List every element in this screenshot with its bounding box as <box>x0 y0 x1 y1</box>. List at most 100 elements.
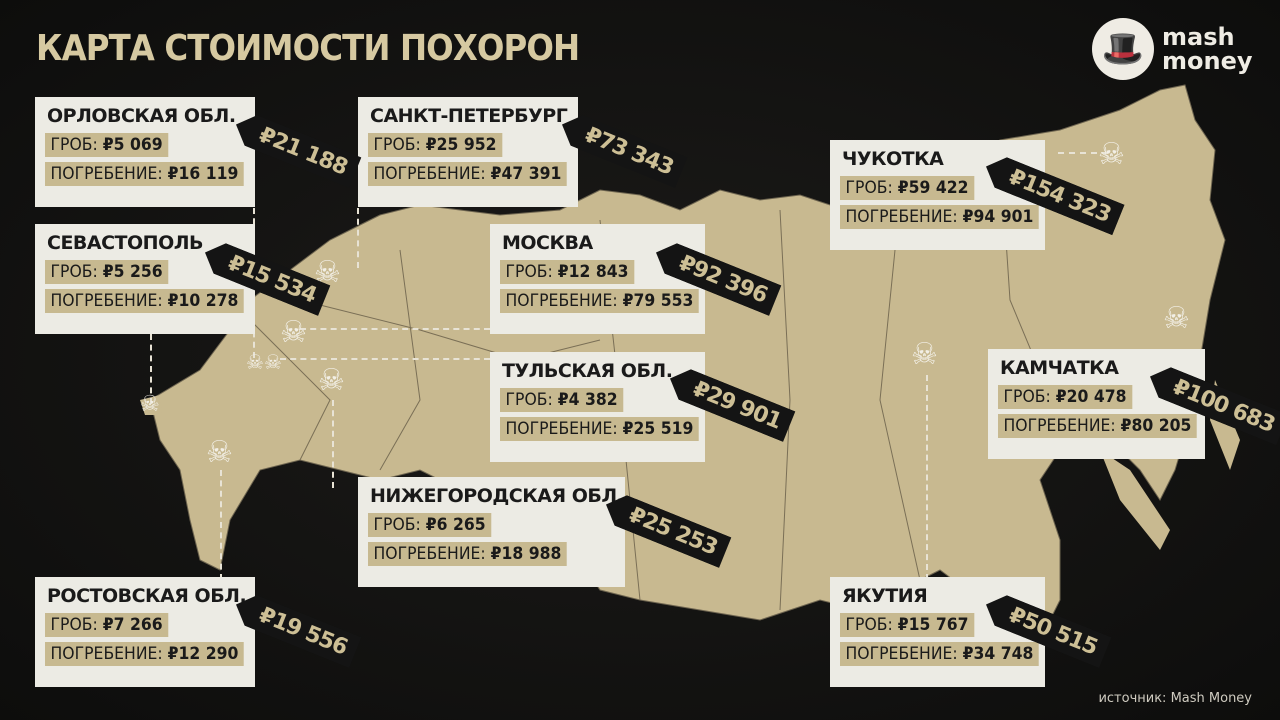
region-card-orel: ОРЛОВСКАЯ ОБЛ. ГРОБ: ₽5 069 ПОГРЕБЕНИЕ: … <box>35 97 255 207</box>
region-name: САНКТ-ПЕТЕРБУРГ <box>370 105 568 127</box>
coffin-price: ₽7 266 <box>102 615 163 635</box>
burial-price: ₽34 748 <box>962 644 1034 664</box>
connector-line <box>926 375 928 580</box>
coffin-price: ₽59 422 <box>897 178 969 198</box>
connector-line <box>220 470 222 580</box>
coffin-row: ГРОБ: ₽25 952 <box>368 133 503 157</box>
coffin-row: ГРОБ: ₽6 265 <box>368 513 492 537</box>
region-name: КАМЧАТКА <box>1000 357 1119 379</box>
region-name: ОРЛОВСКАЯ ОБЛ. <box>47 105 236 127</box>
coffin-row: ГРОБ: ₽5 256 <box>45 260 169 284</box>
coffin-price: ₽15 767 <box>897 615 969 635</box>
coffin-label: ГРОБ: <box>50 615 98 635</box>
connector-line <box>150 334 152 404</box>
burial-row: ПОГРЕБЕНИЕ: ₽47 391 <box>368 162 567 186</box>
burial-row: ПОГРЕБЕНИЕ: ₽25 519 <box>500 417 699 441</box>
burial-price: ₽12 290 <box>167 644 239 664</box>
burial-label: ПОГРЕБЕНИЕ: <box>845 644 958 664</box>
region-name: НИЖЕГОРОДСКАЯ ОБЛ. <box>370 485 624 507</box>
skull-crossbones-icon: ☠ <box>264 350 282 374</box>
skull-crossbones-icon: ☠ <box>140 392 160 417</box>
burial-row: ПОГРЕБЕНИЕ: ₽80 205 <box>998 414 1197 438</box>
coffin-row: ГРОБ: ₽12 843 <box>500 260 635 284</box>
skull-crossbones-icon: ☠ <box>1163 301 1190 336</box>
coffin-label: ГРОБ: <box>845 178 893 198</box>
coffin-price: ₽4 382 <box>557 390 618 410</box>
region-name: ЧУКОТКА <box>842 148 944 170</box>
coffin-price: ₽5 069 <box>102 135 163 155</box>
coffin-row: ГРОБ: ₽20 478 <box>998 385 1133 409</box>
region-name: СЕВАСТОПОЛЬ <box>47 232 203 254</box>
coffin-row: ГРОБ: ₽5 069 <box>45 133 169 157</box>
skull-crossbones-icon: ☠ <box>246 350 264 374</box>
burial-price: ₽25 519 <box>622 419 694 439</box>
connector-line <box>1058 152 1108 154</box>
page-title: КАРТА СТОИМОСТИ ПОХОРОН <box>36 28 580 69</box>
skull-crossbones-icon: ☠ <box>280 315 307 350</box>
burial-price: ₽79 553 <box>622 291 694 311</box>
skull-crossbones-icon: ☠ <box>1098 137 1125 172</box>
coffin-price: ₽25 952 <box>425 135 497 155</box>
burial-label: ПОГРЕБЕНИЕ: <box>1003 416 1116 436</box>
burial-row: ПОГРЕБЕНИЕ: ₽10 278 <box>45 289 244 313</box>
logo-line1: mash <box>1162 23 1235 51</box>
burial-label: ПОГРЕБЕНИЕ: <box>373 544 486 564</box>
burial-label: ПОГРЕБЕНИЕ: <box>50 291 163 311</box>
connector-line <box>332 400 334 488</box>
coffin-label: ГРОБ: <box>50 135 98 155</box>
connector-line <box>300 328 490 330</box>
region-name: ТУЛЬСКАЯ ОБЛ. <box>502 360 673 382</box>
burial-label: ПОГРЕБЕНИЕ: <box>505 291 618 311</box>
coffin-label: ГРОБ: <box>505 390 553 410</box>
burial-row: ПОГРЕБЕНИЕ: ₽79 553 <box>500 289 699 313</box>
region-card-tula: ТУЛЬСКАЯ ОБЛ. ГРОБ: ₽4 382 ПОГРЕБЕНИЕ: ₽… <box>490 352 705 462</box>
burial-label: ПОГРЕБЕНИЕ: <box>505 419 618 439</box>
connector-line <box>280 358 490 360</box>
coffin-label: ГРОБ: <box>845 615 893 635</box>
coffin-label: ГРОБ: <box>373 135 421 155</box>
connector-line <box>357 208 359 268</box>
coffin-label: ГРОБ: <box>1003 387 1051 407</box>
top-hat-mascot-icon: 🎩 <box>1092 18 1154 80</box>
logo: 🎩 mash money <box>1092 18 1253 80</box>
region-card-sevastopol: СЕВАСТОПОЛЬ ГРОБ: ₽5 256 ПОГРЕБЕНИЕ: ₽10… <box>35 224 255 334</box>
coffin-price: ₽20 478 <box>1055 387 1127 407</box>
burial-price: ₽94 901 <box>962 207 1034 227</box>
burial-row: ПОГРЕБЕНИЕ: ₽34 748 <box>840 642 1039 666</box>
region-card-spb: САНКТ-ПЕТЕРБУРГ ГРОБ: ₽25 952 ПОГРЕБЕНИЕ… <box>358 97 578 207</box>
burial-label: ПОГРЕБЕНИЕ: <box>50 644 163 664</box>
coffin-row: ГРОБ: ₽4 382 <box>500 388 624 412</box>
region-name: ЯКУТИЯ <box>842 585 928 607</box>
coffin-row: ГРОБ: ₽15 767 <box>840 613 975 637</box>
burial-row: ПОГРЕБЕНИЕ: ₽16 119 <box>45 162 244 186</box>
coffin-label: ГРОБ: <box>373 515 421 535</box>
burial-row: ПОГРЕБЕНИЕ: ₽94 901 <box>840 205 1039 229</box>
coffin-row: ГРОБ: ₽7 266 <box>45 613 169 637</box>
region-card-kamchatka: КАМЧАТКА ГРОБ: ₽20 478 ПОГРЕБЕНИЕ: ₽80 2… <box>988 349 1205 459</box>
skull-crossbones-icon: ☠ <box>911 337 938 372</box>
burial-price: ₽47 391 <box>490 164 562 184</box>
source-note: источник: Mash Money <box>1098 691 1252 706</box>
region-card-nizhny: НИЖЕГОРОДСКАЯ ОБЛ. ГРОБ: ₽6 265 ПОГРЕБЕН… <box>358 477 625 587</box>
burial-label: ПОГРЕБЕНИЕ: <box>373 164 486 184</box>
burial-price: ₽16 119 <box>167 164 239 184</box>
region-card-moscow: МОСКВА ГРОБ: ₽12 843 ПОГРЕБЕНИЕ: ₽79 553 <box>490 224 705 334</box>
burial-row: ПОГРЕБЕНИЕ: ₽18 988 <box>368 542 567 566</box>
coffin-label: ГРОБ: <box>505 262 553 282</box>
skull-crossbones-icon: ☠ <box>318 363 345 398</box>
region-card-yakutia: ЯКУТИЯ ГРОБ: ₽15 767 ПОГРЕБЕНИЕ: ₽34 748 <box>830 577 1045 687</box>
coffin-price: ₽5 256 <box>102 262 163 282</box>
coffin-price: ₽6 265 <box>425 515 486 535</box>
coffin-row: ГРОБ: ₽59 422 <box>840 176 975 200</box>
burial-label: ПОГРЕБЕНИЕ: <box>50 164 163 184</box>
skull-crossbones-icon: ☠ <box>206 435 233 470</box>
burial-label: ПОГРЕБЕНИЕ: <box>845 207 958 227</box>
burial-price: ₽10 278 <box>167 291 239 311</box>
coffin-label: ГРОБ: <box>50 262 98 282</box>
region-name: МОСКВА <box>502 232 593 254</box>
logo-line2: money <box>1162 47 1253 75</box>
burial-row: ПОГРЕБЕНИЕ: ₽12 290 <box>45 642 244 666</box>
burial-price: ₽80 205 <box>1120 416 1192 436</box>
region-name: РОСТОВСКАЯ ОБЛ. <box>47 585 247 607</box>
burial-price: ₽18 988 <box>490 544 562 564</box>
